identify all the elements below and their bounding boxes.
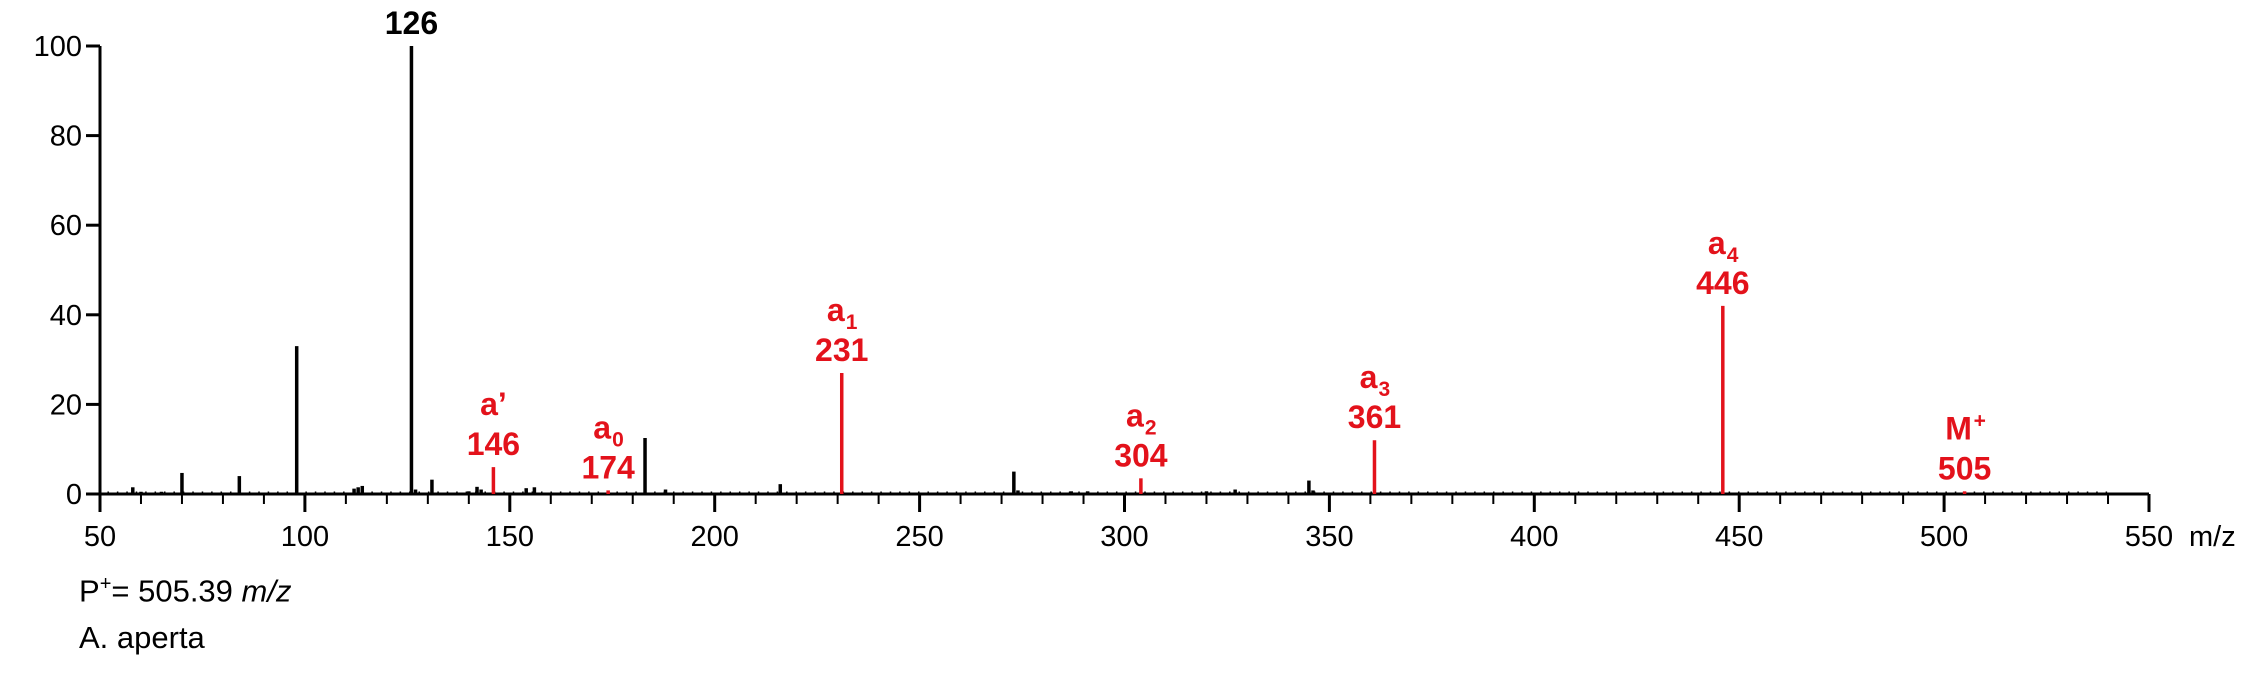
peak-value-label: 505: [1938, 450, 1991, 486]
fragment-superscript: +: [1974, 409, 1986, 432]
x-tick-label: 350: [1305, 521, 1353, 553]
axes: [98, 46, 2149, 496]
precursor-value: = 505.39: [111, 573, 233, 609]
x-tick-label: 500: [1920, 521, 1968, 553]
peak-value-label: 304: [1114, 437, 1168, 473]
fragment-label: a: [1126, 397, 1144, 433]
x-tick-label: 300: [1100, 521, 1148, 553]
fragment-subscript: 1: [846, 311, 858, 334]
x-tick-label: 100: [281, 521, 329, 553]
x-unit-label: m/z: [2189, 521, 2236, 553]
y-tick-label: 0: [66, 479, 82, 511]
peak-value-label: 126: [385, 5, 438, 41]
fragment-label: a: [593, 409, 611, 445]
y-tick-label: 100: [34, 31, 82, 63]
peak-value-label: 361: [1348, 399, 1401, 435]
species-name: A. aperta: [79, 620, 205, 655]
y-tick-label: 40: [50, 300, 82, 332]
x-tick-label: 450: [1715, 521, 1763, 553]
x-tick-label: 200: [691, 521, 739, 553]
peak-value-label: 446: [1696, 265, 1749, 301]
x-tick-label: 400: [1510, 521, 1558, 553]
y-tick-label: 60: [50, 210, 82, 242]
fragment-subscript: 0: [612, 428, 624, 451]
precursor-prefix: P: [79, 573, 100, 609]
fragment-subscript: 4: [1727, 244, 1739, 267]
peak-value-label: 146: [467, 426, 520, 462]
x-tick-label: 150: [486, 521, 534, 553]
fragment-label: a: [1360, 359, 1378, 395]
peak-value-label: 174: [581, 449, 635, 485]
x-tick-label: 550: [2125, 521, 2173, 553]
fragment-subscript: 3: [1378, 378, 1390, 401]
fragment-label: a: [827, 292, 845, 328]
x-tick-label: 50: [84, 521, 116, 553]
fragment-label: M: [1945, 410, 1972, 446]
precursor-sup: +: [99, 573, 112, 595]
precursor-label: P+= 505.39 m/z: [79, 573, 291, 609]
fragment-label: a’: [480, 386, 507, 422]
peak-value-label: 231: [815, 332, 868, 368]
x-tick-label: 250: [895, 521, 943, 553]
y-tick-label: 80: [50, 121, 82, 153]
species-label: A. aperta: [79, 620, 205, 656]
y-tick-label: 20: [50, 389, 82, 421]
fragment-label: a: [1708, 225, 1726, 261]
fragment-subscript: 2: [1145, 416, 1157, 439]
peaks: [107, 46, 2108, 494]
precursor-unit: m/z: [241, 573, 292, 609]
